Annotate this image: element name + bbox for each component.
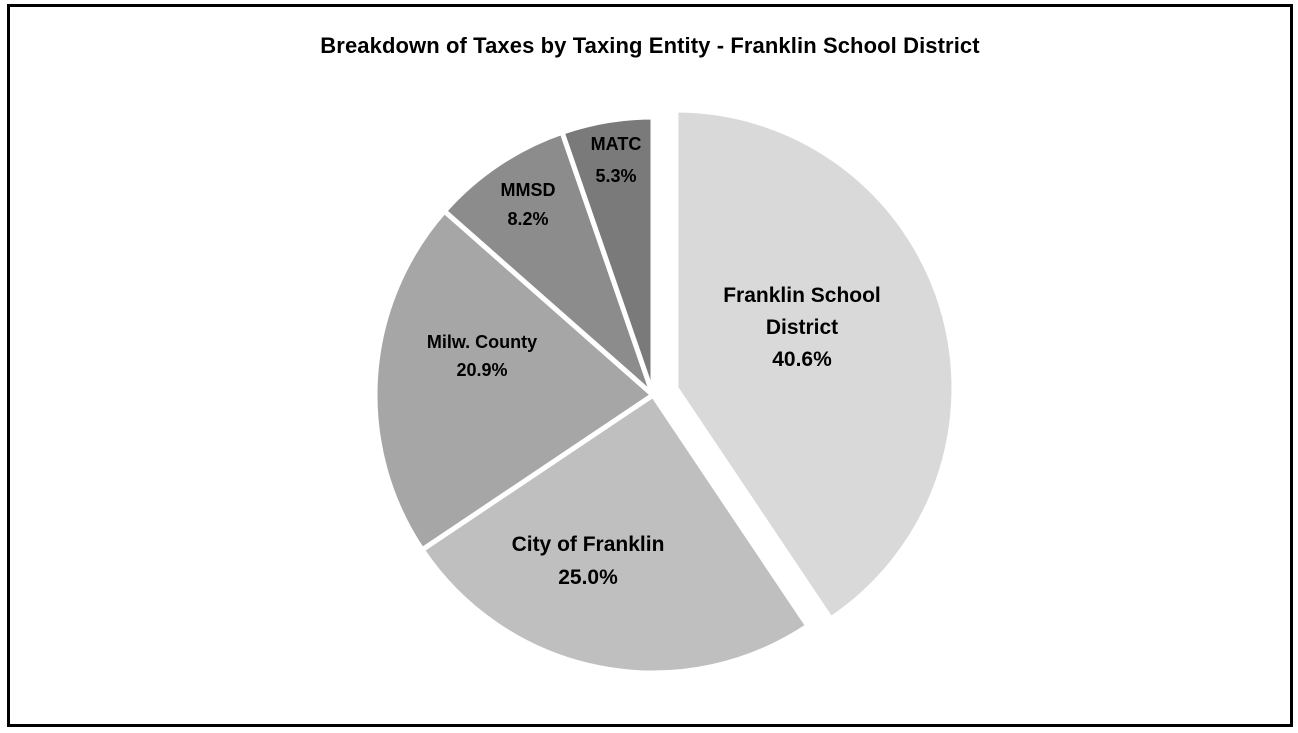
- pie-slices: [372, 107, 957, 676]
- slice-label-matc: MATC 5.3%: [591, 134, 642, 186]
- slice-name-label: District: [766, 316, 838, 339]
- slice-name-label: MATC: [591, 134, 642, 154]
- slice-name-label: City of Franklin: [512, 533, 665, 556]
- pie-slice-city-of-franklin: [419, 392, 811, 676]
- slice-percent-label: 40.6%: [772, 348, 832, 371]
- slice-percent-label: 5.3%: [595, 166, 636, 186]
- slice-label-mmsd: MMSD 8.2%: [501, 180, 556, 229]
- slice-label-city-of-franklin: City of Franklin 25.0%: [512, 533, 665, 589]
- slice-label-milw-county: Milw. County 20.9%: [427, 332, 537, 380]
- slice-percent-label: 25.0%: [558, 566, 618, 589]
- slice-name-label: Franklin School: [723, 284, 881, 307]
- pie-slice-milw-county: [372, 208, 656, 553]
- slice-percent-label: 20.9%: [456, 360, 507, 380]
- pie-slice-franklin-school-district: [673, 107, 957, 622]
- slice-percent-label: 8.2%: [507, 209, 548, 229]
- chart-title: Breakdown of Taxes by Taxing Entity - Fr…: [320, 33, 980, 58]
- pie-labels: Franklin School District 40.6% City of Fran…: [427, 134, 881, 589]
- slice-name-label: MMSD: [501, 180, 556, 200]
- slice-name-label: Milw. County: [427, 332, 537, 352]
- pie-slice-matc: [559, 114, 656, 398]
- slice-label-franklin-school-district: Franklin School District 40.6%: [723, 284, 881, 371]
- pie-slice-mmsd: [441, 129, 656, 398]
